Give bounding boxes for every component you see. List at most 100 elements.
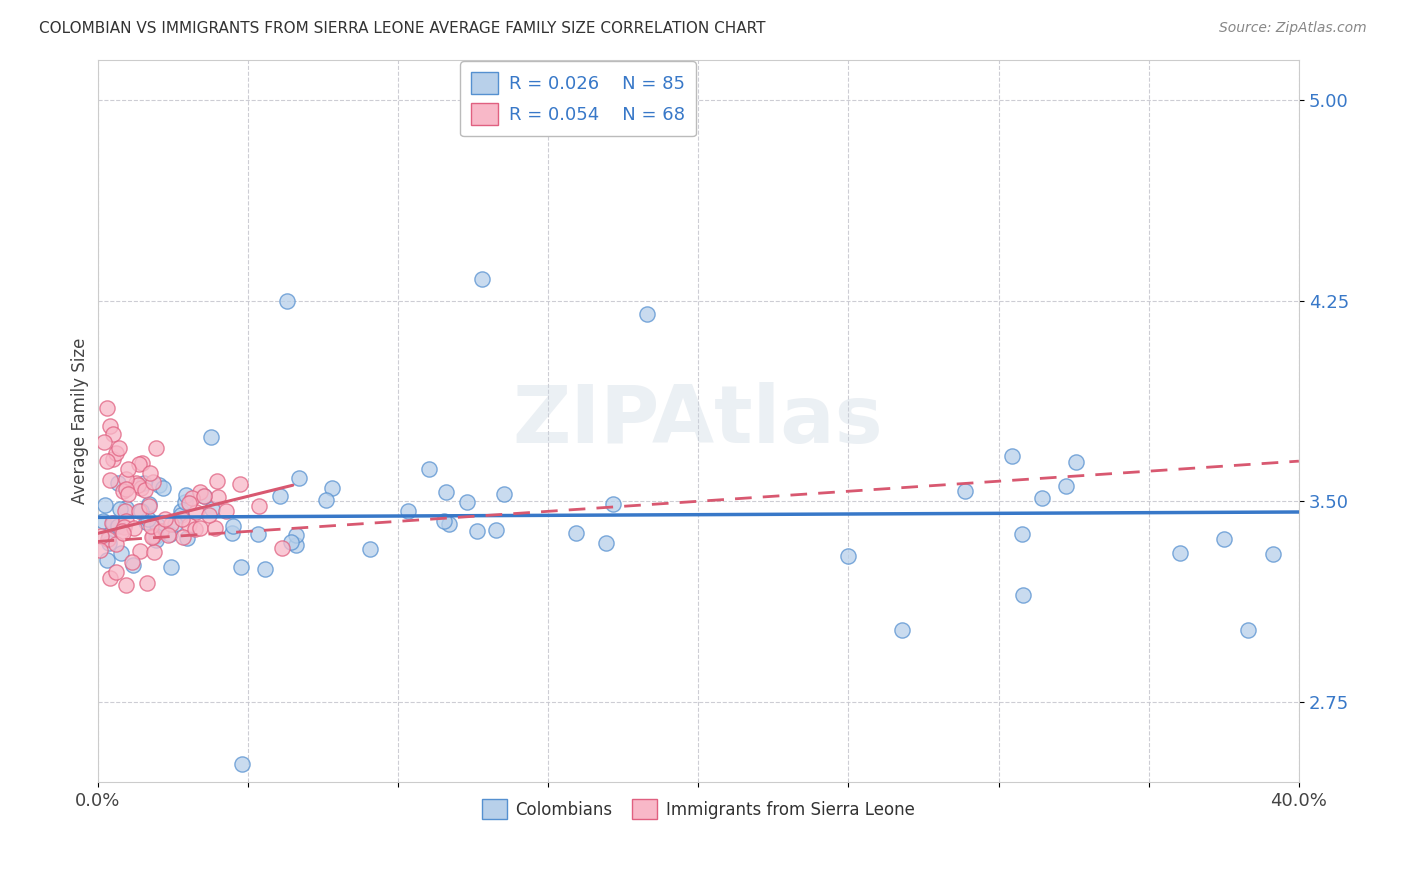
Text: Source: ZipAtlas.com: Source: ZipAtlas.com: [1219, 21, 1367, 36]
Point: [188, 485, 211, 500]
Point: [96, 401, 118, 415]
Point: [485, 523, 508, 537]
Point: [1011, 527, 1033, 541]
Point: [221, 526, 243, 541]
Point: [101, 516, 124, 531]
Point: [193, 489, 215, 503]
Point: [149, 524, 172, 538]
Point: [107, 475, 129, 490]
Point: [176, 532, 198, 546]
Point: [110, 546, 132, 560]
Point: [108, 501, 131, 516]
Point: [117, 462, 139, 476]
Point: [172, 530, 194, 544]
Point: [121, 555, 143, 569]
Point: [112, 520, 135, 534]
Point: [229, 560, 252, 574]
Point: [163, 517, 186, 532]
Point: [246, 527, 269, 541]
Point: [200, 430, 222, 444]
Point: [96, 454, 118, 468]
Text: ZIPAtlas: ZIPAtlas: [513, 382, 883, 460]
Point: [280, 535, 302, 549]
Point: [1064, 455, 1087, 469]
Point: [105, 565, 128, 579]
Point: [141, 530, 163, 544]
Point: [204, 521, 226, 535]
Point: [104, 446, 127, 460]
Point: [128, 503, 150, 517]
Point: [142, 529, 165, 543]
Point: [321, 481, 343, 495]
Point: [98, 474, 121, 488]
Point: [269, 489, 291, 503]
Point: [122, 558, 145, 572]
Point: [1263, 547, 1285, 561]
Point: [172, 512, 194, 526]
Point: [152, 481, 174, 495]
Point: [138, 499, 160, 513]
Point: [101, 427, 124, 442]
Point: [179, 496, 201, 510]
Point: [254, 562, 277, 576]
Point: [117, 487, 139, 501]
Point: [128, 457, 150, 471]
Point: [315, 493, 337, 508]
Point: [247, 499, 270, 513]
Y-axis label: Average Family Size: Average Family Size: [72, 338, 89, 504]
Point: [160, 517, 183, 532]
Point: [98, 535, 121, 549]
Point: [136, 512, 159, 526]
Point: [270, 541, 292, 555]
Point: [434, 485, 457, 500]
Point: [139, 467, 162, 481]
Point: [93, 435, 115, 450]
Point: [93, 498, 115, 512]
Point: [160, 560, 183, 574]
Point: [1168, 546, 1191, 560]
Point: [288, 471, 311, 485]
Point: [127, 478, 149, 492]
Point: [284, 527, 307, 541]
Point: [105, 537, 128, 551]
Point: [97, 532, 120, 546]
Point: [115, 482, 138, 496]
Point: [145, 529, 167, 543]
Point: [122, 521, 145, 535]
Text: COLOMBIAN VS IMMIGRANTS FROM SIERRA LEONE AVERAGE FAMILY SIZE CORRELATION CHART: COLOMBIAN VS IMMIGRANTS FROM SIERRA LEON…: [39, 21, 766, 37]
Point: [138, 497, 160, 511]
Point: [456, 495, 478, 509]
Point: [110, 524, 132, 538]
Point: [595, 536, 617, 550]
Point: [471, 272, 494, 286]
Point: [564, 526, 586, 541]
Point: [396, 503, 419, 517]
Point: [96, 552, 118, 566]
Point: [284, 538, 307, 552]
Point: [953, 483, 976, 498]
Point: [1001, 450, 1024, 464]
Point: [183, 522, 205, 536]
Point: [134, 483, 156, 497]
Point: [143, 545, 166, 559]
Point: [135, 515, 157, 529]
Point: [129, 544, 152, 558]
Point: [1054, 479, 1077, 493]
Point: [98, 571, 121, 585]
Point: [107, 519, 129, 533]
Point: [1236, 623, 1258, 637]
Point: [170, 508, 193, 522]
Point: [107, 441, 129, 455]
Point: [157, 528, 180, 542]
Point: [359, 542, 381, 557]
Point: [602, 497, 624, 511]
Point: [231, 756, 253, 771]
Point: [131, 457, 153, 471]
Point: [129, 481, 152, 495]
Point: [188, 520, 211, 534]
Point: [174, 488, 197, 502]
Point: [201, 502, 224, 516]
Point: [465, 524, 488, 538]
Point: [636, 307, 658, 321]
Point: [1011, 588, 1033, 602]
